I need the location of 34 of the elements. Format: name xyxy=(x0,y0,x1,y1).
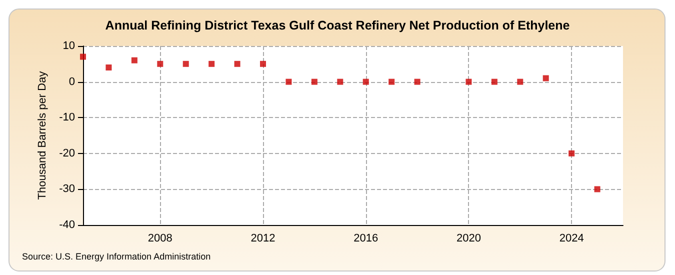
point xyxy=(80,54,86,60)
x-tick-label: 2008 xyxy=(148,232,172,244)
y-tick-label: -30 xyxy=(59,183,75,196)
y-tick-label: -20 xyxy=(59,147,75,160)
y-axis-title: Thousand Barrels per Day xyxy=(36,70,49,200)
point xyxy=(106,64,112,70)
y-tick-label: -40 xyxy=(59,219,75,231)
point xyxy=(234,60,240,67)
x-tick-label: 2016 xyxy=(354,232,378,244)
point xyxy=(208,60,215,67)
y-tick-label: -10 xyxy=(59,112,75,124)
point xyxy=(157,60,164,67)
point xyxy=(517,78,524,85)
chart-title: Annual Refining District Texas Gulf Coast Refinery Net Production of Ethylene xyxy=(105,18,570,32)
point xyxy=(311,78,318,85)
point xyxy=(286,78,292,85)
point xyxy=(466,78,472,85)
x-tick-label: 2012 xyxy=(250,232,276,244)
point xyxy=(491,78,498,85)
point xyxy=(182,60,189,67)
x-tick-label: 2020 xyxy=(456,232,481,244)
point xyxy=(388,78,395,85)
point xyxy=(362,78,369,85)
x-tick-label: 2024 xyxy=(559,232,584,244)
y-tick-label: 0 xyxy=(68,76,75,88)
point xyxy=(131,57,138,64)
point xyxy=(568,150,575,156)
point xyxy=(542,75,549,82)
point xyxy=(414,78,420,85)
source-note: Source: U.S. Energy Information Administration xyxy=(22,252,211,262)
point xyxy=(260,60,266,67)
y-tick-label: 10 xyxy=(62,40,75,52)
point xyxy=(594,186,600,192)
point xyxy=(337,78,344,85)
